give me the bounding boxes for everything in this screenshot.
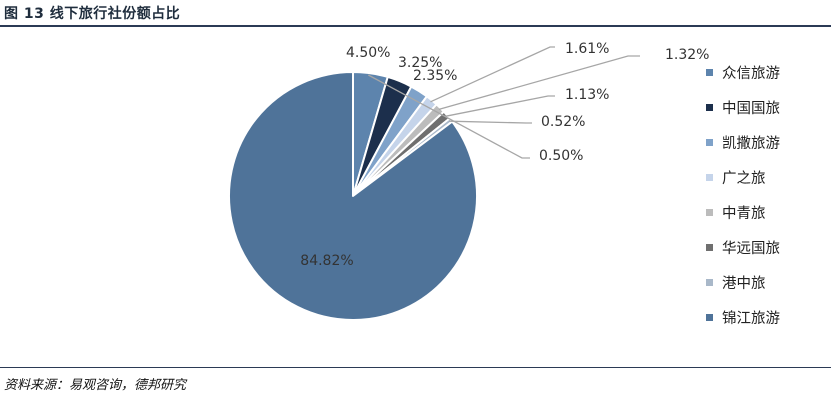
data-label-2: 3.25%	[398, 55, 442, 71]
data-label-4: 1.61%	[565, 41, 609, 57]
data-label-extra: 0.50%	[539, 148, 583, 164]
leader-line-4	[430, 46, 555, 103]
leader-line-7	[449, 120, 532, 124]
slice-8	[228, 71, 478, 321]
legend-label-4: 广之旅	[722, 170, 766, 187]
legend-label-8: 锦江旅游	[722, 310, 780, 327]
data-label-6: 1.13%	[565, 87, 609, 103]
leader-line-5	[438, 55, 640, 111]
legend-swatch-3	[706, 139, 713, 146]
figure-title: 图 13 线下旅行社份额占比	[4, 6, 181, 22]
data-label-1: 4.50%	[346, 45, 390, 61]
top-rule	[0, 25, 831, 27]
legend-label-1: 众信旅游	[722, 65, 780, 82]
legend-swatch-2	[706, 104, 713, 111]
legend-swatch-4	[706, 174, 713, 181]
data-label-5: 1.32%	[665, 47, 709, 63]
leader-line-extra	[367, 74, 530, 159]
legend-label-2: 中国国旅	[722, 100, 780, 117]
source-note: 资料来源：易观咨询，德邦研究	[4, 378, 187, 393]
legend-swatch-7	[706, 279, 713, 286]
pie-chart: 4.50% 3.25%2.35% 1.61% 1.32% 1.13% 0.52% 84.82…	[228, 41, 780, 327]
legend-label-7: 港中旅	[722, 275, 766, 292]
legend-swatch-5	[706, 209, 713, 216]
leader-lines	[367, 46, 640, 159]
data-label-8: 84.82%	[300, 253, 353, 269]
data-labels: 4.50% 3.25%2.35% 1.61% 1.32% 1.13% 0.52% 84.82…	[300, 41, 709, 269]
legend-swatch-6	[706, 244, 713, 251]
data-label-3: 2.35%	[413, 68, 457, 84]
bottom-rule	[0, 367, 831, 368]
pie-slices	[228, 71, 478, 321]
leader-line-6	[445, 95, 555, 117]
data-label-7: 0.52%	[541, 114, 585, 130]
legend-label-3: 凯撒旅游	[722, 135, 780, 152]
legend-swatch-8	[706, 314, 713, 321]
legend-label-6: 华远国旅	[722, 240, 780, 257]
legend-label-5: 中青旅	[722, 205, 766, 222]
legend-swatch-1	[706, 69, 713, 76]
